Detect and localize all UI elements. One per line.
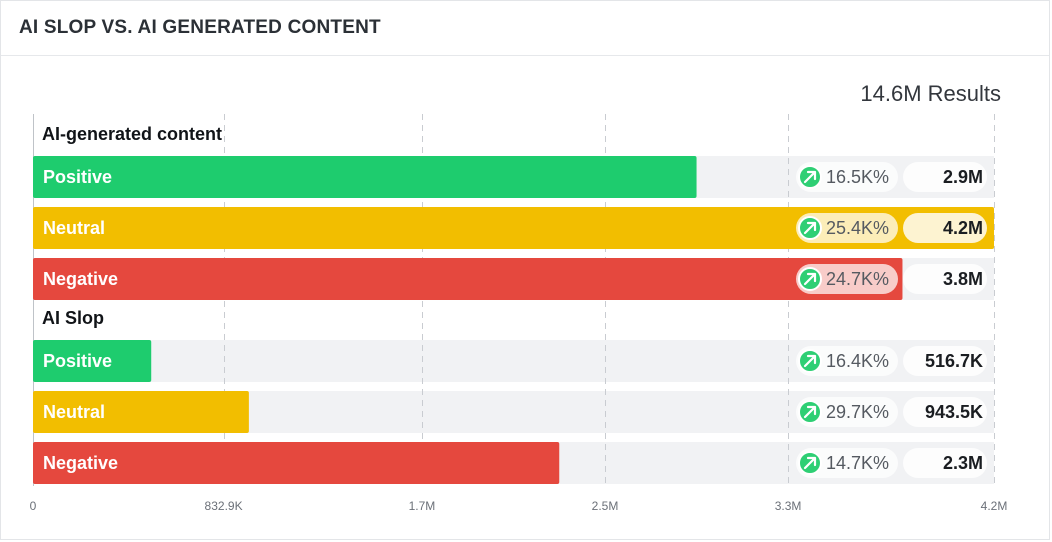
change-pill — [796, 448, 898, 478]
x-tick-label: 832.9K — [205, 499, 243, 513]
change-percent: 24.7K% — [826, 269, 889, 289]
change-pill — [796, 162, 898, 192]
x-tick-label: 0 — [30, 499, 37, 513]
change-percent: 25.4K% — [826, 218, 889, 238]
bar-row-negative[interactable]: Negative 14.7K% 2.3M — [33, 442, 987, 484]
results-count: 14.6M Results — [860, 81, 1001, 106]
bar-row-positive[interactable]: Positive 16.5K% 2.9M — [33, 156, 987, 198]
trend-up-icon — [798, 400, 822, 424]
change-percent: 16.5K% — [826, 167, 889, 187]
change-pill — [796, 213, 898, 243]
bar-positive[interactable] — [33, 156, 697, 198]
bar-negative[interactable] — [33, 258, 903, 300]
trend-up-icon — [798, 349, 822, 373]
bar-label: Positive — [43, 167, 112, 187]
bar-tracks — [33, 156, 994, 484]
value-pill — [903, 448, 987, 478]
bar-label: Negative — [43, 453, 118, 473]
x-tick-label: 3.3M — [775, 499, 802, 513]
change-percent: 16.4K% — [826, 351, 889, 371]
trend-up-icon — [798, 267, 822, 291]
bar-negative[interactable] — [33, 442, 560, 484]
bar-value: 2.3M — [943, 453, 983, 473]
bar-row-neutral[interactable]: Neutral 29.7K% 943.5K — [33, 391, 987, 433]
value-pill — [903, 397, 987, 427]
change-percent: 29.7K% — [826, 402, 889, 422]
bar-label: Negative — [43, 269, 118, 289]
bar-label: Neutral — [43, 402, 105, 422]
value-pill — [903, 346, 987, 376]
panel-header: AI SLOP VS. AI GENERATED CONTENT — [1, 1, 1049, 56]
value-pill — [903, 264, 987, 294]
bar-label: Positive — [43, 351, 112, 371]
change-pill — [796, 397, 898, 427]
bar-label: Neutral — [43, 218, 105, 238]
group-label: AI-generated content — [42, 124, 222, 144]
change-pill — [796, 346, 898, 376]
bar-value: 3.8M — [943, 269, 983, 289]
change-percent: 14.7K% — [826, 453, 889, 473]
x-tick-label: 1.7M — [409, 499, 436, 513]
bar-neutral[interactable] — [33, 207, 994, 249]
bar-row-positive[interactable]: Positive 16.4K% 516.7K — [33, 340, 987, 382]
trend-up-icon — [798, 451, 822, 475]
group-label: AI Slop — [42, 308, 104, 328]
trend-up-icon — [798, 216, 822, 240]
x-tick-label: 2.5M — [592, 499, 619, 513]
bar-neutral[interactable] — [33, 391, 249, 433]
value-pill — [903, 213, 987, 243]
trend-up-icon — [798, 165, 822, 189]
bar-value: 516.7K — [925, 351, 983, 371]
panel-title: AI SLOP VS. AI GENERATED CONTENT — [19, 17, 381, 38]
bar-row-neutral[interactable]: Neutral 25.4K% 4.2M — [33, 207, 994, 249]
bar-value: 2.9M — [943, 167, 983, 187]
bar-value: 4.2M — [943, 218, 983, 238]
x-tick-label: 4.2M — [981, 499, 1008, 513]
change-pill — [796, 264, 898, 294]
bar-value: 943.5K — [925, 402, 983, 422]
bar-row-negative[interactable]: Negative 24.7K% 3.8M — [33, 258, 987, 300]
bar-positive[interactable] — [33, 340, 152, 382]
value-pill — [903, 162, 987, 192]
